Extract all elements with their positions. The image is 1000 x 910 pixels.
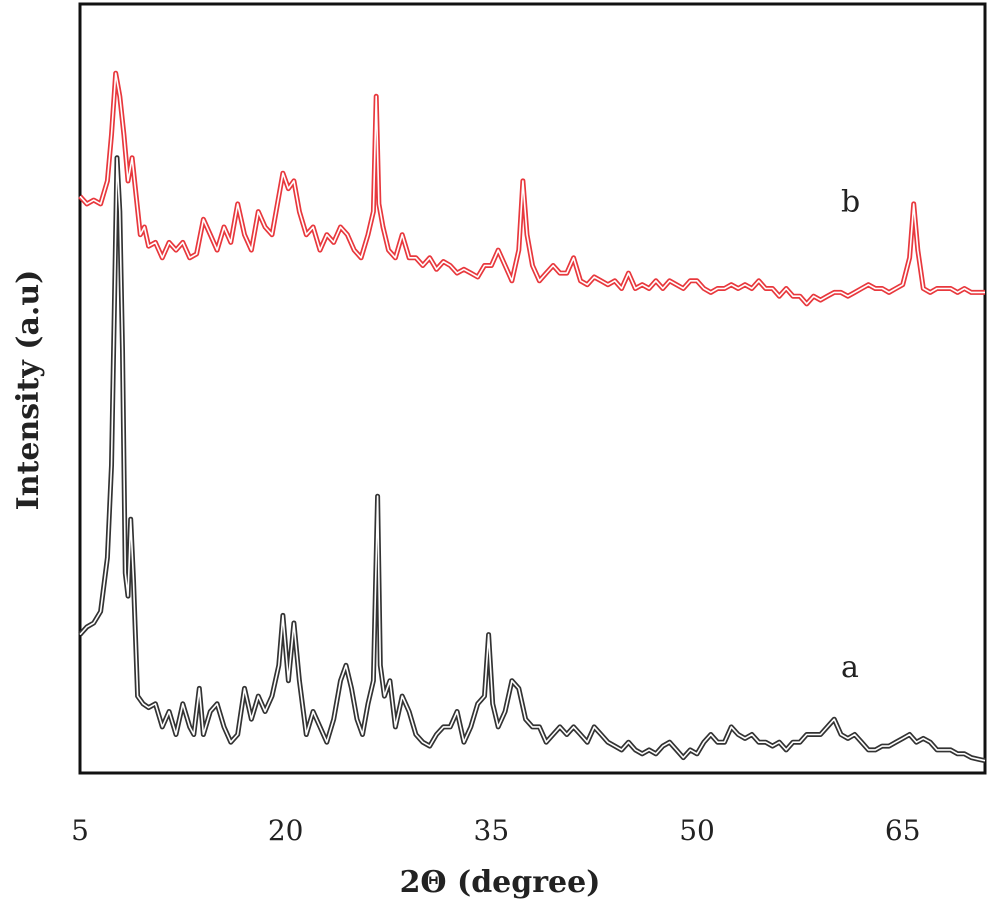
y-axis-title: Intensity (a.u)	[11, 270, 46, 511]
x-axis-title: 2Θ (degree)	[400, 865, 601, 900]
series-label-a: a	[841, 650, 859, 685]
x-tick-label: 5	[71, 814, 89, 847]
x-tick-label: 50	[679, 814, 715, 847]
series-labels: ab	[841, 185, 860, 685]
series-line-core-a	[79, 157, 986, 762]
series-layer	[78, 70, 986, 764]
x-tick-label: 35	[474, 814, 510, 847]
x-tick-label: 65	[885, 814, 921, 847]
x-axis-ticks: 5 20 35 50 65	[71, 814, 920, 847]
plot-frame	[78, 2, 987, 775]
x-tick-label: 20	[268, 814, 304, 847]
series-line-core-b	[79, 72, 985, 305]
series-label-b: b	[841, 185, 860, 220]
